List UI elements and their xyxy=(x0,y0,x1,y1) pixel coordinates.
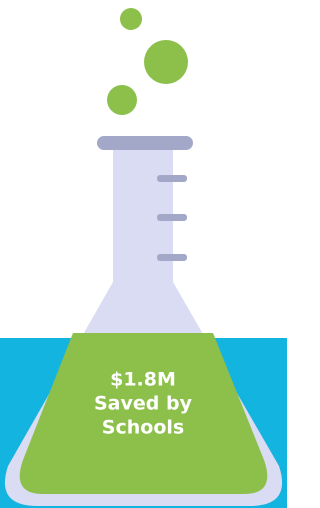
measure-mark xyxy=(157,214,187,221)
bubble xyxy=(144,40,188,84)
amount: $1.8M xyxy=(110,369,176,391)
caption-line: Schools xyxy=(102,417,184,439)
measure-mark xyxy=(157,175,187,182)
measure-mark xyxy=(157,254,187,261)
flask-rim xyxy=(97,136,193,150)
bubble xyxy=(107,85,137,115)
caption-line: Saved by xyxy=(94,393,193,415)
bubble xyxy=(120,8,142,30)
infographic: $1.8M Saved by Schools xyxy=(0,0,287,508)
